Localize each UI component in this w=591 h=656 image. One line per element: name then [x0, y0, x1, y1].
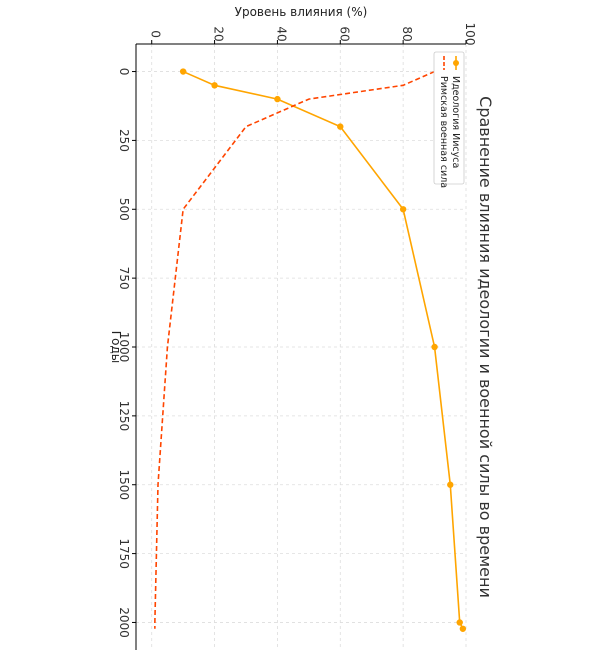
- x-tick-label: 2000: [117, 607, 131, 638]
- legend-label-0: Идеология Иисуса: [450, 76, 461, 168]
- data-point: [399, 206, 407, 213]
- data-point: [456, 619, 463, 626]
- data-point: [459, 625, 467, 632]
- y-tick-label: 40: [274, 26, 288, 41]
- x-tick-label: 250: [117, 129, 131, 152]
- legend-label-1: Римская военная сила: [438, 76, 449, 188]
- data-point: [211, 82, 218, 89]
- data-point: [447, 481, 454, 488]
- series-line-1: [154, 70, 435, 629]
- data-point: [337, 123, 344, 130]
- data-point: [431, 343, 438, 351]
- y-tick-label: 80: [400, 26, 414, 41]
- y-tick-label: 0: [149, 30, 163, 38]
- y-tick-label: 60: [337, 26, 351, 41]
- series-layer: [154, 68, 467, 632]
- x-tick-label: 1500: [117, 469, 131, 500]
- chart-title: Сравнение влияния идеологии и военной си…: [476, 96, 495, 598]
- x-tick-label: 1000: [117, 332, 131, 363]
- x-tick-label: 500: [117, 198, 131, 221]
- y-axis-label: Уровень влияния (%): [235, 5, 368, 19]
- legend-box: [433, 51, 465, 185]
- x-tick-label: 750: [117, 267, 131, 290]
- data-point: [179, 68, 187, 75]
- grid: [136, 44, 467, 650]
- y-tick-label: 20: [212, 26, 226, 41]
- data-point: [274, 95, 281, 103]
- legend-marker-0: [453, 60, 459, 66]
- x-axis-label: Годы: [109, 331, 123, 363]
- y-tick-label: 100: [463, 23, 477, 46]
- x-tick-label: 1750: [117, 538, 131, 569]
- x-tick-label: 0: [117, 68, 131, 76]
- x-tick-label: 1250: [117, 401, 131, 432]
- ticks: 0 20 40 60 80 1000250500750100012501500175020…: [117, 23, 477, 638]
